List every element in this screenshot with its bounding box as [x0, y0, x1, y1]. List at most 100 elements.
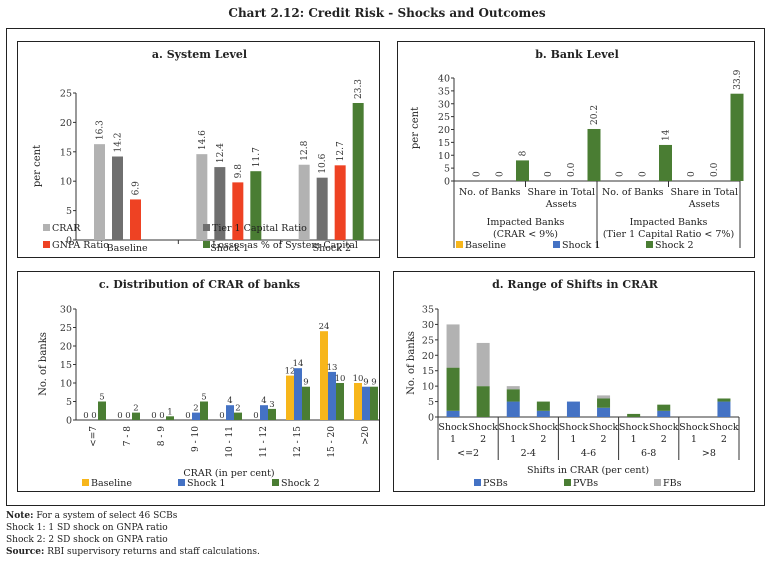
bar	[268, 408, 276, 420]
bar	[166, 416, 174, 420]
data-label: 9	[303, 378, 308, 388]
bar-segment	[597, 407, 611, 417]
data-label: 8	[519, 150, 529, 156]
bar	[132, 412, 140, 420]
bar-segment	[566, 401, 580, 417]
legend-swatch	[456, 241, 463, 248]
data-label: 0	[159, 411, 164, 421]
legend-swatch	[553, 241, 560, 248]
x-tick-label: 7 - 8	[123, 426, 133, 446]
bar	[286, 375, 294, 420]
y-tick-label: 5	[66, 206, 72, 217]
group-label: (Tier 1 Capital Ratio < 7%)	[603, 229, 734, 240]
legend-swatch	[272, 479, 279, 486]
bar-segment	[657, 404, 671, 411]
panel-title: a. System Level	[152, 48, 247, 61]
y-tick-label: 35	[422, 305, 434, 316]
legend-label: FBs	[663, 478, 682, 489]
y-tick-label: 0	[444, 177, 450, 188]
source-text: RBI supervisory returns and staff calcul…	[47, 547, 260, 557]
data-label: 4	[261, 396, 266, 406]
y-axis-title: No. of banks	[406, 331, 417, 395]
bar	[298, 164, 310, 240]
legend-label: Tier 1 Capital Ratio	[212, 223, 307, 234]
data-label: 14.6	[198, 130, 208, 150]
x-tick-label: 1	[510, 434, 516, 445]
group-label: 2-4	[521, 448, 536, 459]
data-label: 12	[285, 367, 296, 377]
legend-swatch	[82, 479, 89, 486]
y-tick-label: 20	[422, 351, 434, 362]
panel-crar-distribution: c. Distribution of CRAR of banks 0 5 10 15 20…	[17, 271, 380, 492]
y-tick-label: 25	[438, 112, 450, 123]
y-tick-label: 5	[444, 164, 450, 175]
x-tick-label: 11 - 12	[259, 426, 269, 458]
legend-label: Shock 2	[281, 478, 320, 489]
y-tick-label: 15	[438, 138, 450, 149]
shock1-note: Shock 1: 1 SD shock on GNPA ratio	[6, 523, 168, 533]
data-label: 0	[639, 171, 649, 177]
x-tick-label: 1	[450, 434, 456, 445]
x-tick-label: 2	[661, 434, 667, 445]
bar	[730, 93, 744, 181]
x-tick-label: 2	[540, 434, 546, 445]
bar-segment	[446, 410, 460, 417]
bar	[587, 128, 601, 181]
x-axis-title: Shifts in CRAR (per cent)	[527, 465, 649, 476]
bar-segment	[717, 401, 731, 417]
bar-segment	[506, 401, 520, 417]
bar-segment	[476, 386, 490, 417]
bar-segment	[536, 401, 550, 411]
data-label: 14.2	[114, 132, 124, 152]
x-tick-label: 1	[631, 434, 637, 445]
data-label: 10	[335, 374, 346, 384]
legend-swatch	[43, 224, 50, 231]
data-label: 3	[269, 400, 274, 410]
note-text: For a system of select 46 SCBs	[36, 511, 178, 521]
bar	[328, 371, 336, 420]
y-axis-title: per cent	[410, 107, 421, 149]
y-tick-label: 10	[60, 379, 72, 390]
x-tick-label: 2	[721, 434, 727, 445]
data-label: 5	[201, 393, 206, 403]
legend-label: Shock 2	[655, 240, 694, 251]
data-label: 12.8	[300, 140, 310, 160]
bar	[362, 386, 370, 420]
data-label: 0	[616, 171, 626, 177]
data-label: 0	[496, 171, 506, 177]
data-label: 4	[227, 396, 232, 406]
x-tick-label: Shock	[468, 422, 498, 433]
data-label: 2	[193, 404, 198, 414]
bar-segment	[657, 410, 671, 417]
x-tick-label: 9 - 10	[191, 426, 201, 452]
panel-bank-level: b. Bank Level 0 5 10 15 20 25 30 35 40 per cent No.…	[397, 41, 755, 258]
y-tick-label: 40	[438, 74, 450, 85]
shock2-note: Shock 2: 2 SD shock on GNPA ratio	[6, 535, 168, 545]
bar	[516, 160, 529, 181]
data-label: 12.7	[336, 141, 346, 161]
bar	[192, 412, 200, 420]
note-label: Note:	[6, 511, 34, 521]
x-tick-label: 15 - 20	[327, 426, 337, 458]
x-tick-label: 2	[480, 434, 486, 445]
data-label: 5	[99, 393, 104, 403]
x-tick-label: 8 - 9	[157, 426, 167, 446]
bar-segment	[476, 342, 490, 387]
bar-segment	[717, 398, 731, 402]
data-label: 2	[133, 404, 138, 414]
bar-segment	[446, 324, 460, 368]
data-label: 0	[473, 171, 483, 177]
y-tick-label: 5	[428, 397, 434, 408]
data-label: 0	[185, 411, 190, 421]
data-label: 2	[235, 404, 240, 414]
bar	[200, 401, 208, 420]
bar	[234, 412, 242, 420]
data-label: 12.4	[216, 143, 226, 163]
y-tick-label: 25	[60, 323, 72, 334]
bar-segment	[446, 367, 460, 411]
panel-shift-range: d. Range of Shifts in CRAR 0 5 10 15 20 25 30 35…	[393, 271, 755, 492]
data-label: 0	[151, 411, 156, 421]
y-tick-label: 30	[438, 99, 450, 110]
x-tick-label: Shock	[679, 422, 709, 433]
